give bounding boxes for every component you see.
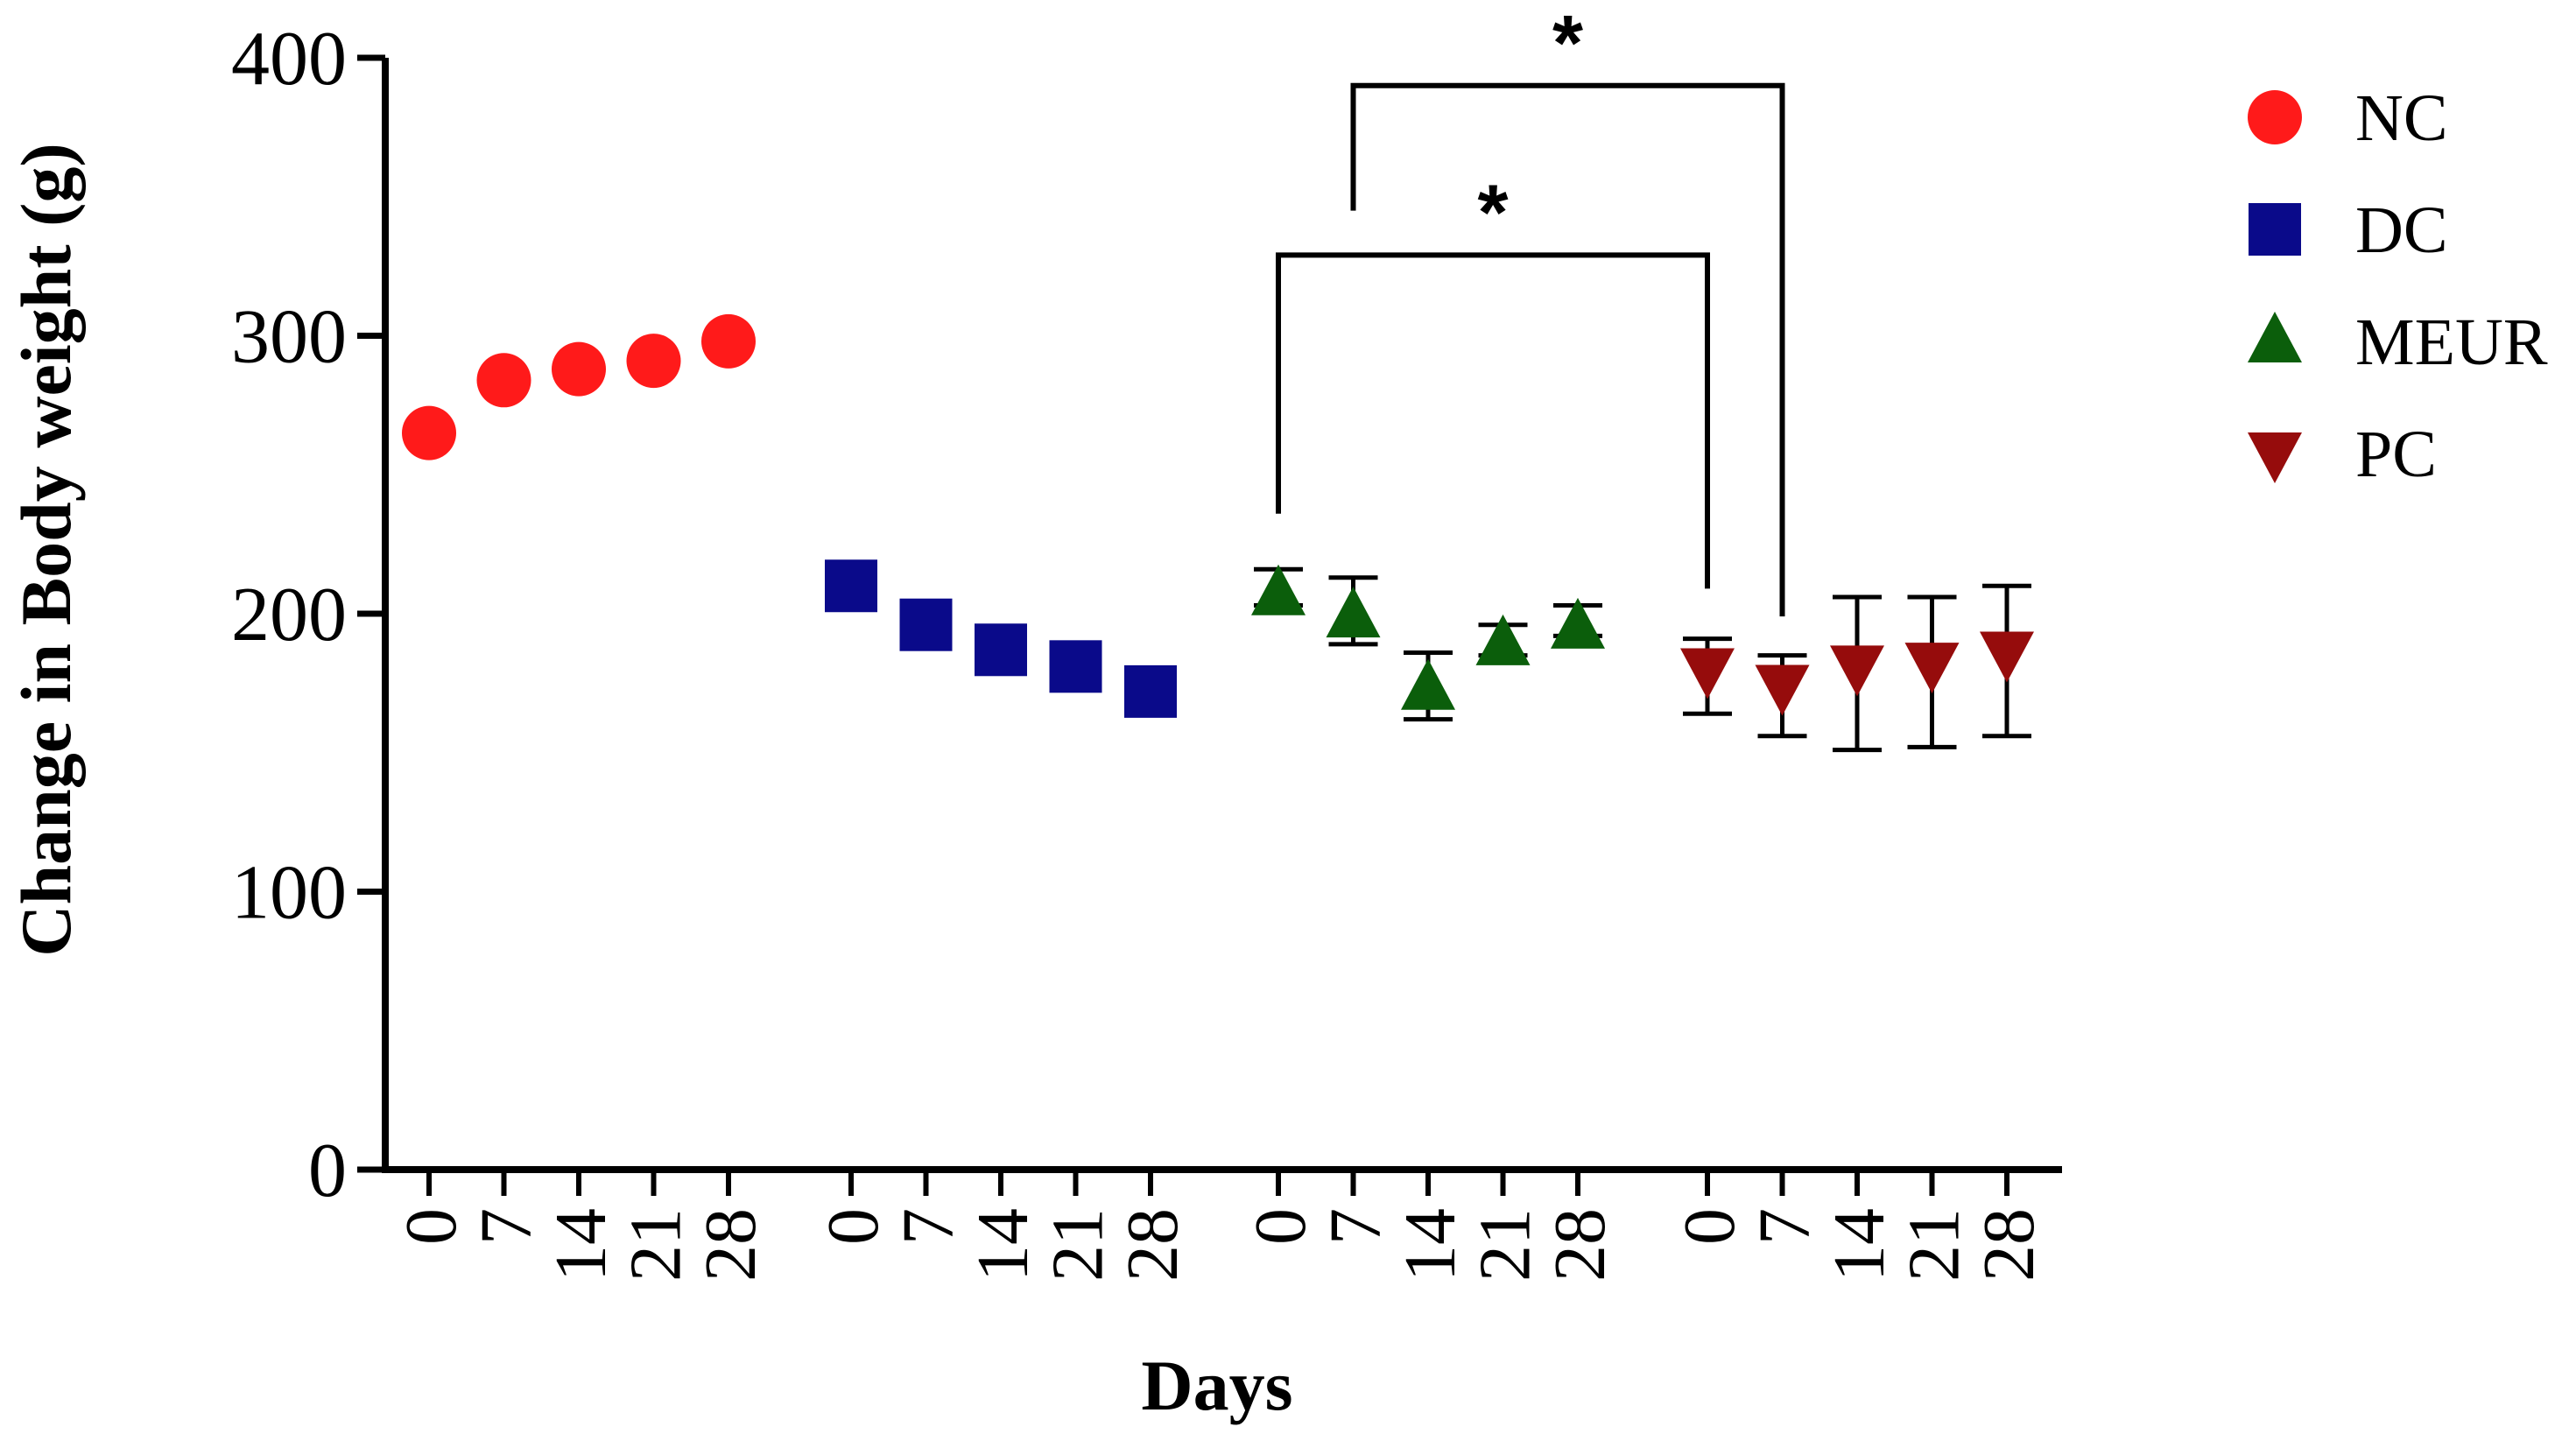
x-tick-label: 0 — [391, 1208, 472, 1245]
x-tick-label: 0 — [813, 1208, 894, 1245]
legend-label-meur: MEUR — [2355, 306, 2548, 379]
y-tick-label: 300 — [231, 295, 347, 380]
point-nc-day-14 — [552, 341, 606, 397]
point-pc-day-7 — [1755, 664, 1810, 716]
legend-marker-nc — [2248, 90, 2302, 144]
legend: NC DC MEUR PC — [2248, 81, 2548, 491]
point-dc-day-7 — [899, 598, 953, 651]
x-tick-label: 7 — [888, 1208, 969, 1245]
x-tick-label: 21 — [1038, 1208, 1119, 1282]
y-tick-label: 0 — [308, 1128, 347, 1213]
point-dc-day-21 — [1049, 640, 1102, 693]
y-axis: 0 100 200 300 400 — [231, 17, 389, 1213]
point-meur-day-28 — [1551, 597, 1605, 649]
x-tick-label: 14 — [1390, 1208, 1471, 1282]
point-meur-day-0 — [1251, 564, 1306, 615]
x-tick-label: 0 — [1669, 1208, 1750, 1245]
point-nc-day-7 — [476, 353, 531, 408]
legend-label-pc: PC — [2355, 418, 2437, 491]
point-dc-day-0 — [825, 559, 877, 613]
x-tick-label: 0 — [1240, 1208, 1321, 1245]
point-nc-day-28 — [701, 313, 756, 369]
y-axis-title: Change in Body weight (g) — [6, 143, 86, 956]
point-pc-day-0 — [1680, 648, 1735, 699]
point-meur-day-14 — [1401, 658, 1455, 710]
significance-bracket — [1350, 82, 1785, 617]
y-tick-label: 100 — [231, 851, 347, 936]
x-tick-label: 7 — [1744, 1208, 1826, 1245]
data-points — [402, 313, 2034, 718]
point-meur-day-21 — [1475, 614, 1531, 665]
point-pc-day-28 — [1980, 631, 2034, 683]
x-tick-label: 21 — [1894, 1208, 1975, 1282]
significance-annotations: ** — [1276, 0, 1785, 617]
x-tick-label: 14 — [962, 1208, 1044, 1282]
x-axis-title: Days — [1141, 1346, 1292, 1425]
x-tick-label: 14 — [540, 1208, 622, 1282]
y-tick-label: 400 — [231, 17, 347, 102]
x-tick-label: 7 — [466, 1208, 547, 1245]
legend-marker-pc — [2248, 432, 2302, 483]
x-tick-label: 28 — [690, 1208, 771, 1282]
x-tick-label: 28 — [1539, 1208, 1621, 1282]
legend-marker-dc — [2249, 203, 2301, 256]
x-tick-label: 21 — [616, 1208, 697, 1282]
x-tick-label: 28 — [1112, 1208, 1193, 1282]
point-nc-day-0 — [402, 405, 456, 460]
point-nc-day-21 — [626, 334, 681, 389]
point-dc-day-28 — [1124, 664, 1177, 718]
x-tick-label: 28 — [1968, 1208, 2050, 1282]
significance-bracket — [1276, 252, 1710, 589]
point-meur-day-7 — [1326, 587, 1381, 638]
legend-label-nc: NC — [2355, 81, 2448, 155]
legend-marker-meur — [2248, 312, 2302, 362]
significance-star: * — [1477, 169, 1508, 257]
x-tick-label: 21 — [1465, 1208, 1546, 1282]
y-tick-label: 200 — [231, 573, 347, 657]
significance-star: * — [1552, 0, 1583, 88]
point-pc-day-21 — [1904, 643, 1960, 694]
legend-label-dc: DC — [2355, 193, 2448, 267]
point-dc-day-14 — [975, 623, 1027, 677]
x-tick-label: 7 — [1315, 1208, 1397, 1245]
x-tick-label: 14 — [1819, 1208, 1900, 1282]
point-pc-day-14 — [1830, 645, 1884, 697]
